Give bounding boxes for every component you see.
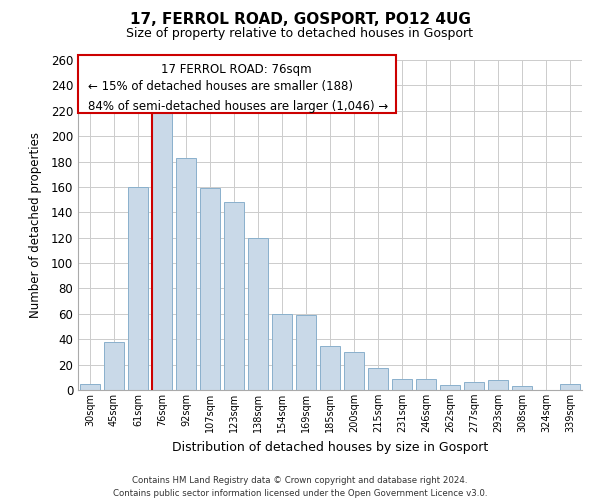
Text: Size of property relative to detached houses in Gosport: Size of property relative to detached ho…: [127, 28, 473, 40]
Bar: [104, 342, 124, 390]
Bar: [488, 380, 508, 390]
Bar: [440, 385, 460, 390]
Bar: [80, 384, 100, 390]
Text: Contains HM Land Registry data © Crown copyright and database right 2024.
Contai: Contains HM Land Registry data © Crown c…: [113, 476, 487, 498]
Bar: [368, 368, 388, 390]
Bar: [416, 378, 436, 390]
Bar: [272, 314, 292, 390]
Bar: [344, 352, 364, 390]
Text: 17, FERROL ROAD, GOSPORT, PO12 4UG: 17, FERROL ROAD, GOSPORT, PO12 4UG: [130, 12, 470, 28]
X-axis label: Distribution of detached houses by size in Gosport: Distribution of detached houses by size …: [172, 440, 488, 454]
Text: ← 15% of detached houses are smaller (188): ← 15% of detached houses are smaller (18…: [88, 80, 353, 93]
Bar: [296, 315, 316, 390]
Bar: [320, 346, 340, 390]
FancyBboxPatch shape: [78, 55, 395, 113]
Text: 17 FERROL ROAD: 76sqm: 17 FERROL ROAD: 76sqm: [161, 64, 312, 76]
Bar: [248, 238, 268, 390]
Y-axis label: Number of detached properties: Number of detached properties: [29, 132, 43, 318]
Bar: [200, 188, 220, 390]
Bar: [152, 111, 172, 390]
Bar: [176, 158, 196, 390]
Bar: [464, 382, 484, 390]
Bar: [128, 187, 148, 390]
Bar: [560, 384, 580, 390]
Bar: [512, 386, 532, 390]
Bar: [224, 202, 244, 390]
Bar: [392, 378, 412, 390]
Text: 84% of semi-detached houses are larger (1,046) →: 84% of semi-detached houses are larger (…: [88, 100, 388, 112]
